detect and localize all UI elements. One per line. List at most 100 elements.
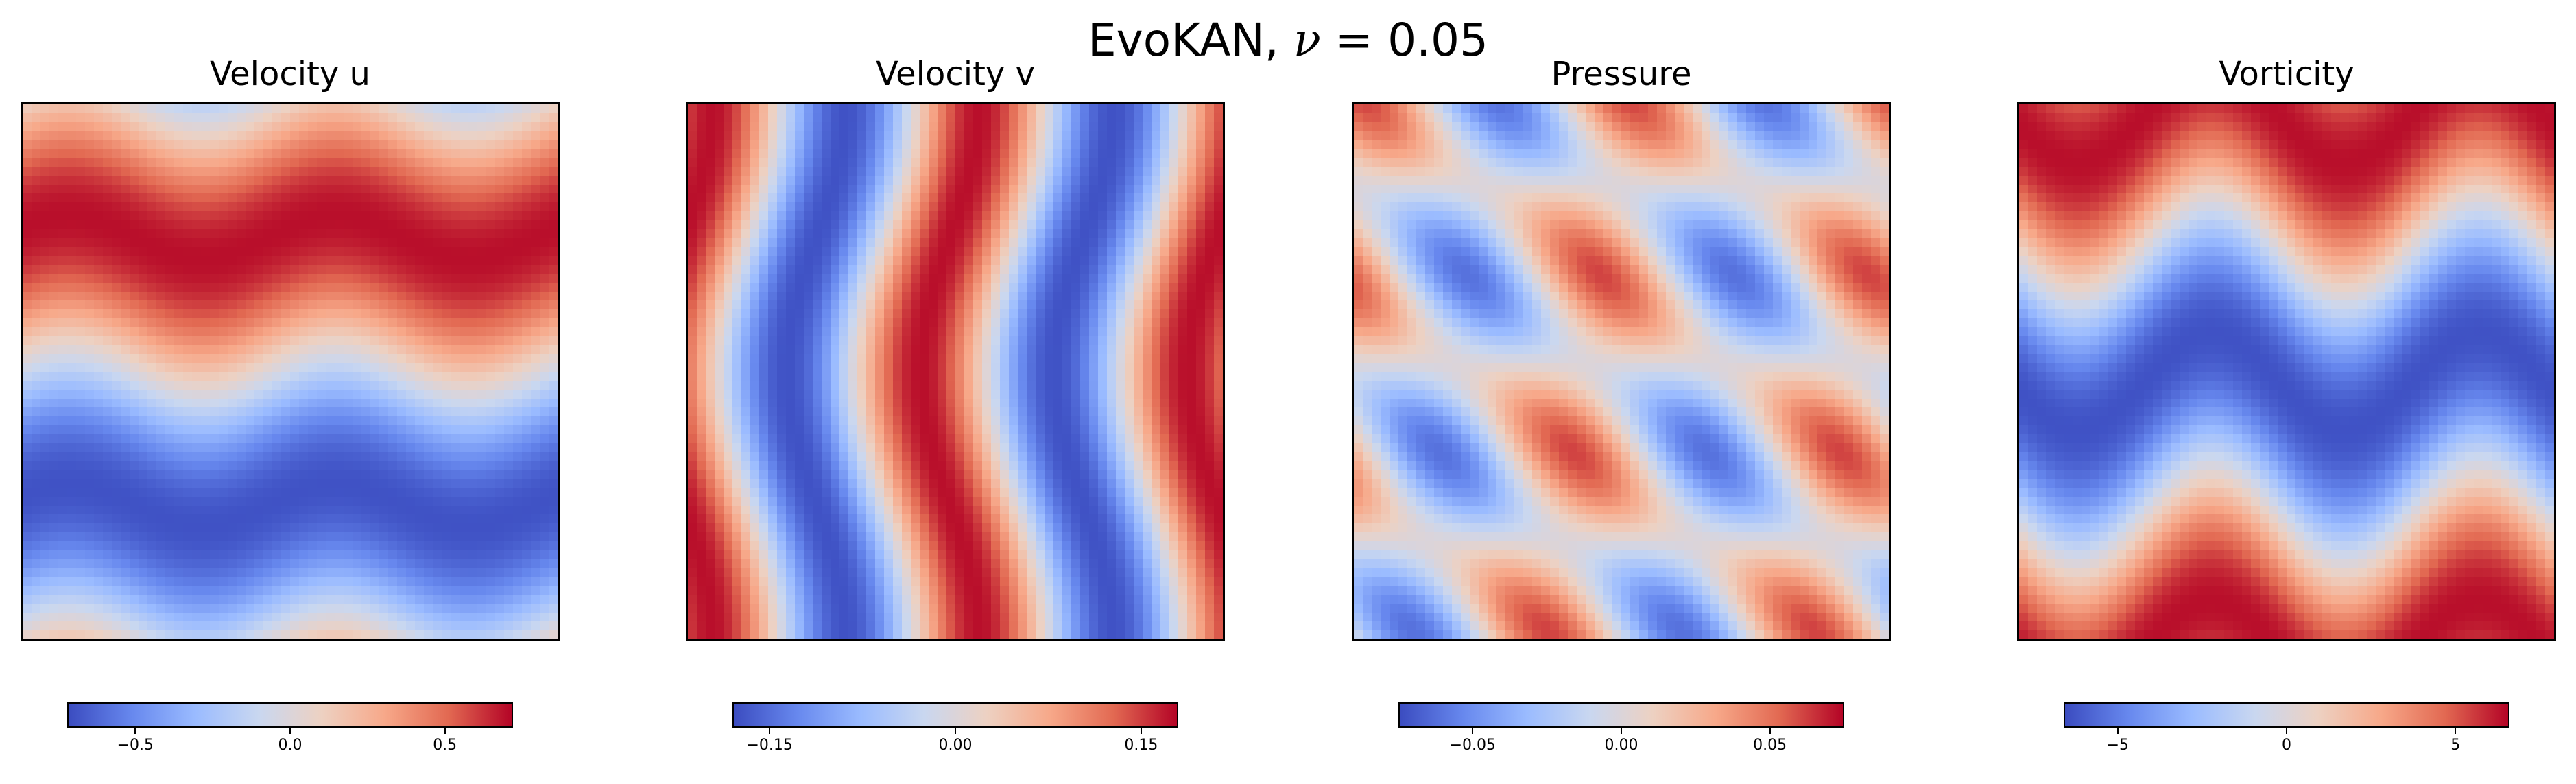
heatmap-cell xyxy=(504,149,514,158)
heatmap-cell xyxy=(219,354,228,364)
heatmap-cell xyxy=(49,300,59,310)
heatmap-cell xyxy=(839,220,849,230)
heatmap-cell xyxy=(1205,158,1215,167)
heatmap-cell xyxy=(1143,292,1152,301)
heatmap-cell xyxy=(1196,185,1206,194)
heatmap-cell xyxy=(121,104,130,114)
heatmap-cell xyxy=(893,167,903,176)
heatmap-cell xyxy=(397,167,407,176)
heatmap-cell xyxy=(272,318,282,328)
heatmap-cell xyxy=(254,470,264,479)
heatmap-cell xyxy=(32,283,41,292)
heatmap-cell xyxy=(495,381,505,390)
heatmap-cell xyxy=(495,140,505,150)
heatmap-cell xyxy=(495,292,505,301)
heatmap-cell xyxy=(549,274,558,283)
heatmap-cell xyxy=(58,140,68,150)
heatmap-cell xyxy=(112,523,121,533)
heatmap-cell xyxy=(1000,202,1010,212)
heatmap-cell xyxy=(40,336,50,346)
heatmap-cell xyxy=(299,318,309,328)
heatmap-cell xyxy=(94,541,104,551)
heatmap-cell xyxy=(299,514,309,524)
heatmap-cell xyxy=(964,292,974,301)
heatmap-cell xyxy=(540,283,549,292)
heatmap-cell xyxy=(237,586,246,595)
heatmap-cell xyxy=(875,300,885,310)
heatmap-cell xyxy=(442,461,451,471)
heatmap-cell xyxy=(902,247,911,257)
heatmap-cell xyxy=(290,300,300,310)
heatmap-cell xyxy=(1178,265,1188,274)
heatmap-cell xyxy=(49,461,59,471)
heatmap-cell xyxy=(688,265,697,274)
heatmap-cell xyxy=(344,613,353,622)
heatmap-cell xyxy=(219,247,228,257)
heatmap-cell xyxy=(688,211,697,221)
heatmap-cell xyxy=(237,372,246,381)
heatmap-cell xyxy=(326,185,335,194)
heatmap-cell xyxy=(822,149,831,158)
heatmap-cell xyxy=(1080,300,1090,310)
heatmap-cell xyxy=(201,185,211,194)
heatmap-cell xyxy=(219,586,228,595)
heatmap-cell xyxy=(49,559,59,569)
heatmap-cell xyxy=(397,363,407,372)
heatmap-cell xyxy=(272,104,282,114)
heatmap-cell xyxy=(246,613,255,622)
heatmap-cell xyxy=(1053,256,1063,265)
heatmap-cell xyxy=(228,185,237,194)
heatmap-cell xyxy=(1205,149,1215,158)
heatmap-cell xyxy=(397,604,407,613)
heatmap-cell xyxy=(156,613,166,622)
heatmap-cell xyxy=(192,336,202,346)
heatmap-cell xyxy=(424,300,433,310)
heatmap-cell xyxy=(1098,265,1108,274)
heatmap-cell xyxy=(139,613,148,622)
heatmap-cell xyxy=(549,318,558,328)
heatmap-cell xyxy=(165,309,175,319)
heatmap-cell xyxy=(219,309,228,319)
heatmap-cell xyxy=(795,220,804,230)
heatmap-cell xyxy=(857,158,867,167)
heatmap-cell xyxy=(379,309,389,319)
heatmap-cell xyxy=(308,149,318,158)
heatmap-cell xyxy=(522,202,532,212)
heatmap-cell xyxy=(40,202,50,212)
heatmap-cell xyxy=(379,541,389,551)
heatmap-cell xyxy=(468,247,478,257)
heatmap-cell xyxy=(32,479,41,488)
heatmap-cell xyxy=(1160,220,1170,230)
heatmap-cell xyxy=(549,220,558,230)
heatmap-cell xyxy=(839,283,849,292)
heatmap-cell xyxy=(397,131,407,141)
heatmap-cell xyxy=(147,327,157,337)
heatmap-cell xyxy=(1160,247,1170,257)
heatmap-cell xyxy=(361,149,371,158)
heatmap-cell xyxy=(210,309,219,319)
heatmap-cell xyxy=(406,149,416,158)
heatmap-cell xyxy=(156,336,166,346)
heatmap-cell xyxy=(1045,247,1054,257)
heatmap-cell xyxy=(379,586,389,595)
heatmap-cell xyxy=(732,247,742,257)
heatmap-cell xyxy=(210,220,219,230)
heatmap-cell xyxy=(857,104,867,114)
heatmap-cell xyxy=(139,345,148,355)
heatmap-cell xyxy=(201,220,211,230)
heatmap-cell xyxy=(1089,202,1099,212)
heatmap-cell xyxy=(1027,211,1036,221)
heatmap-cell xyxy=(67,140,77,150)
heatmap-cell xyxy=(911,283,920,292)
heatmap-cell xyxy=(549,211,558,221)
heatmap-cell xyxy=(165,416,175,426)
heatmap-cell xyxy=(272,131,282,141)
heatmap-cell xyxy=(1098,220,1108,230)
heatmap-cell xyxy=(688,247,697,257)
heatmap-cell xyxy=(540,586,549,595)
heatmap-cell xyxy=(468,550,478,560)
heatmap-cell xyxy=(370,140,380,150)
heatmap-cell xyxy=(147,381,157,390)
heatmap-cell xyxy=(831,149,840,158)
heatmap-cell xyxy=(415,229,425,239)
